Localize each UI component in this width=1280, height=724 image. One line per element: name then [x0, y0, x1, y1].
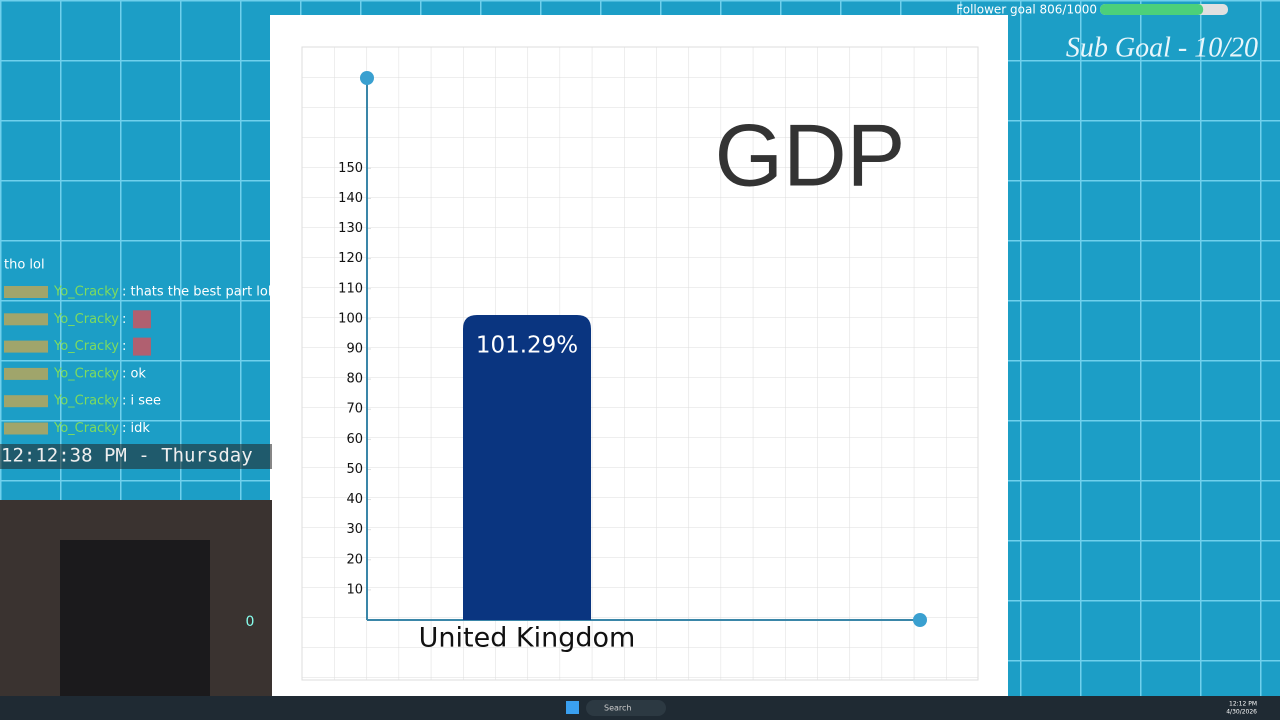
chat-user: Yo_Cracky: [53, 312, 119, 327]
y-tick-label: 100: [338, 311, 363, 326]
goal-fill: [1100, 4, 1204, 15]
webcam-counter: 0: [246, 614, 255, 630]
y-tick-label: 90: [346, 342, 363, 357]
axis-dot: [360, 71, 374, 85]
chat-user: Yo_Cracky: [53, 339, 119, 354]
y-tick-label: 80: [346, 372, 363, 387]
badge: [4, 367, 48, 380]
chat-text: :: [122, 312, 126, 327]
chat-partial: tho lol: [4, 258, 45, 273]
chat-text: :: [122, 339, 126, 354]
sub-goal: Sub Goal - 10/20: [1066, 32, 1258, 63]
axis-dot: [913, 613, 927, 627]
y-tick-label: 20: [346, 552, 363, 567]
bar: [463, 315, 591, 620]
chat-text: : idk: [122, 421, 150, 436]
value-label: 101.29%: [476, 333, 578, 359]
chat-user: Yo_Cracky: [53, 285, 119, 300]
y-tick-label: 30: [346, 522, 363, 537]
badge: [4, 422, 48, 435]
y-tick-label: 150: [338, 161, 363, 176]
y-tick-label: 10: [346, 582, 363, 597]
follower-goal: Follower goal 806/1000: [956, 3, 1097, 17]
badge: [4, 340, 48, 353]
y-tick-label: 110: [338, 281, 363, 296]
webcam-person: [60, 540, 210, 696]
grid-paper: [301, 46, 979, 681]
y-tick-label: 70: [346, 402, 363, 417]
y-tick-label: 140: [338, 191, 363, 206]
badge: [4, 286, 48, 298]
emote: [132, 337, 151, 356]
start-button[interactable]: [566, 701, 579, 714]
chat-user: Yo_Cracky: [53, 421, 119, 436]
badge: [4, 313, 48, 326]
chat-text: : ok: [122, 366, 146, 381]
chat-user: Yo_Cracky: [53, 394, 119, 409]
search-label: Search: [604, 704, 631, 713]
chart-title: GDP: [715, 105, 906, 204]
y-tick-label: 60: [346, 432, 363, 447]
tray-time: 12:12 PM: [1229, 701, 1257, 708]
clock-bg: [0, 444, 272, 469]
chat-text: : thats the best part lol: [122, 285, 272, 300]
badge: [4, 395, 48, 408]
y-tick-label: 120: [338, 251, 363, 266]
y-tick-label: 50: [346, 462, 363, 477]
y-tick-label: 40: [346, 492, 363, 507]
y-tick-label: 130: [338, 221, 363, 236]
tray-date: 4/30/2026: [1226, 709, 1257, 716]
emote: [132, 310, 151, 329]
chat-user: Yo_Cracky: [53, 366, 119, 381]
clock: 12:12:38 PM - Thursday: [1, 445, 253, 467]
chat-text: : i see: [122, 394, 161, 409]
x-tick-label: United Kingdom: [419, 623, 636, 654]
search-box[interactable]: [586, 700, 666, 716]
